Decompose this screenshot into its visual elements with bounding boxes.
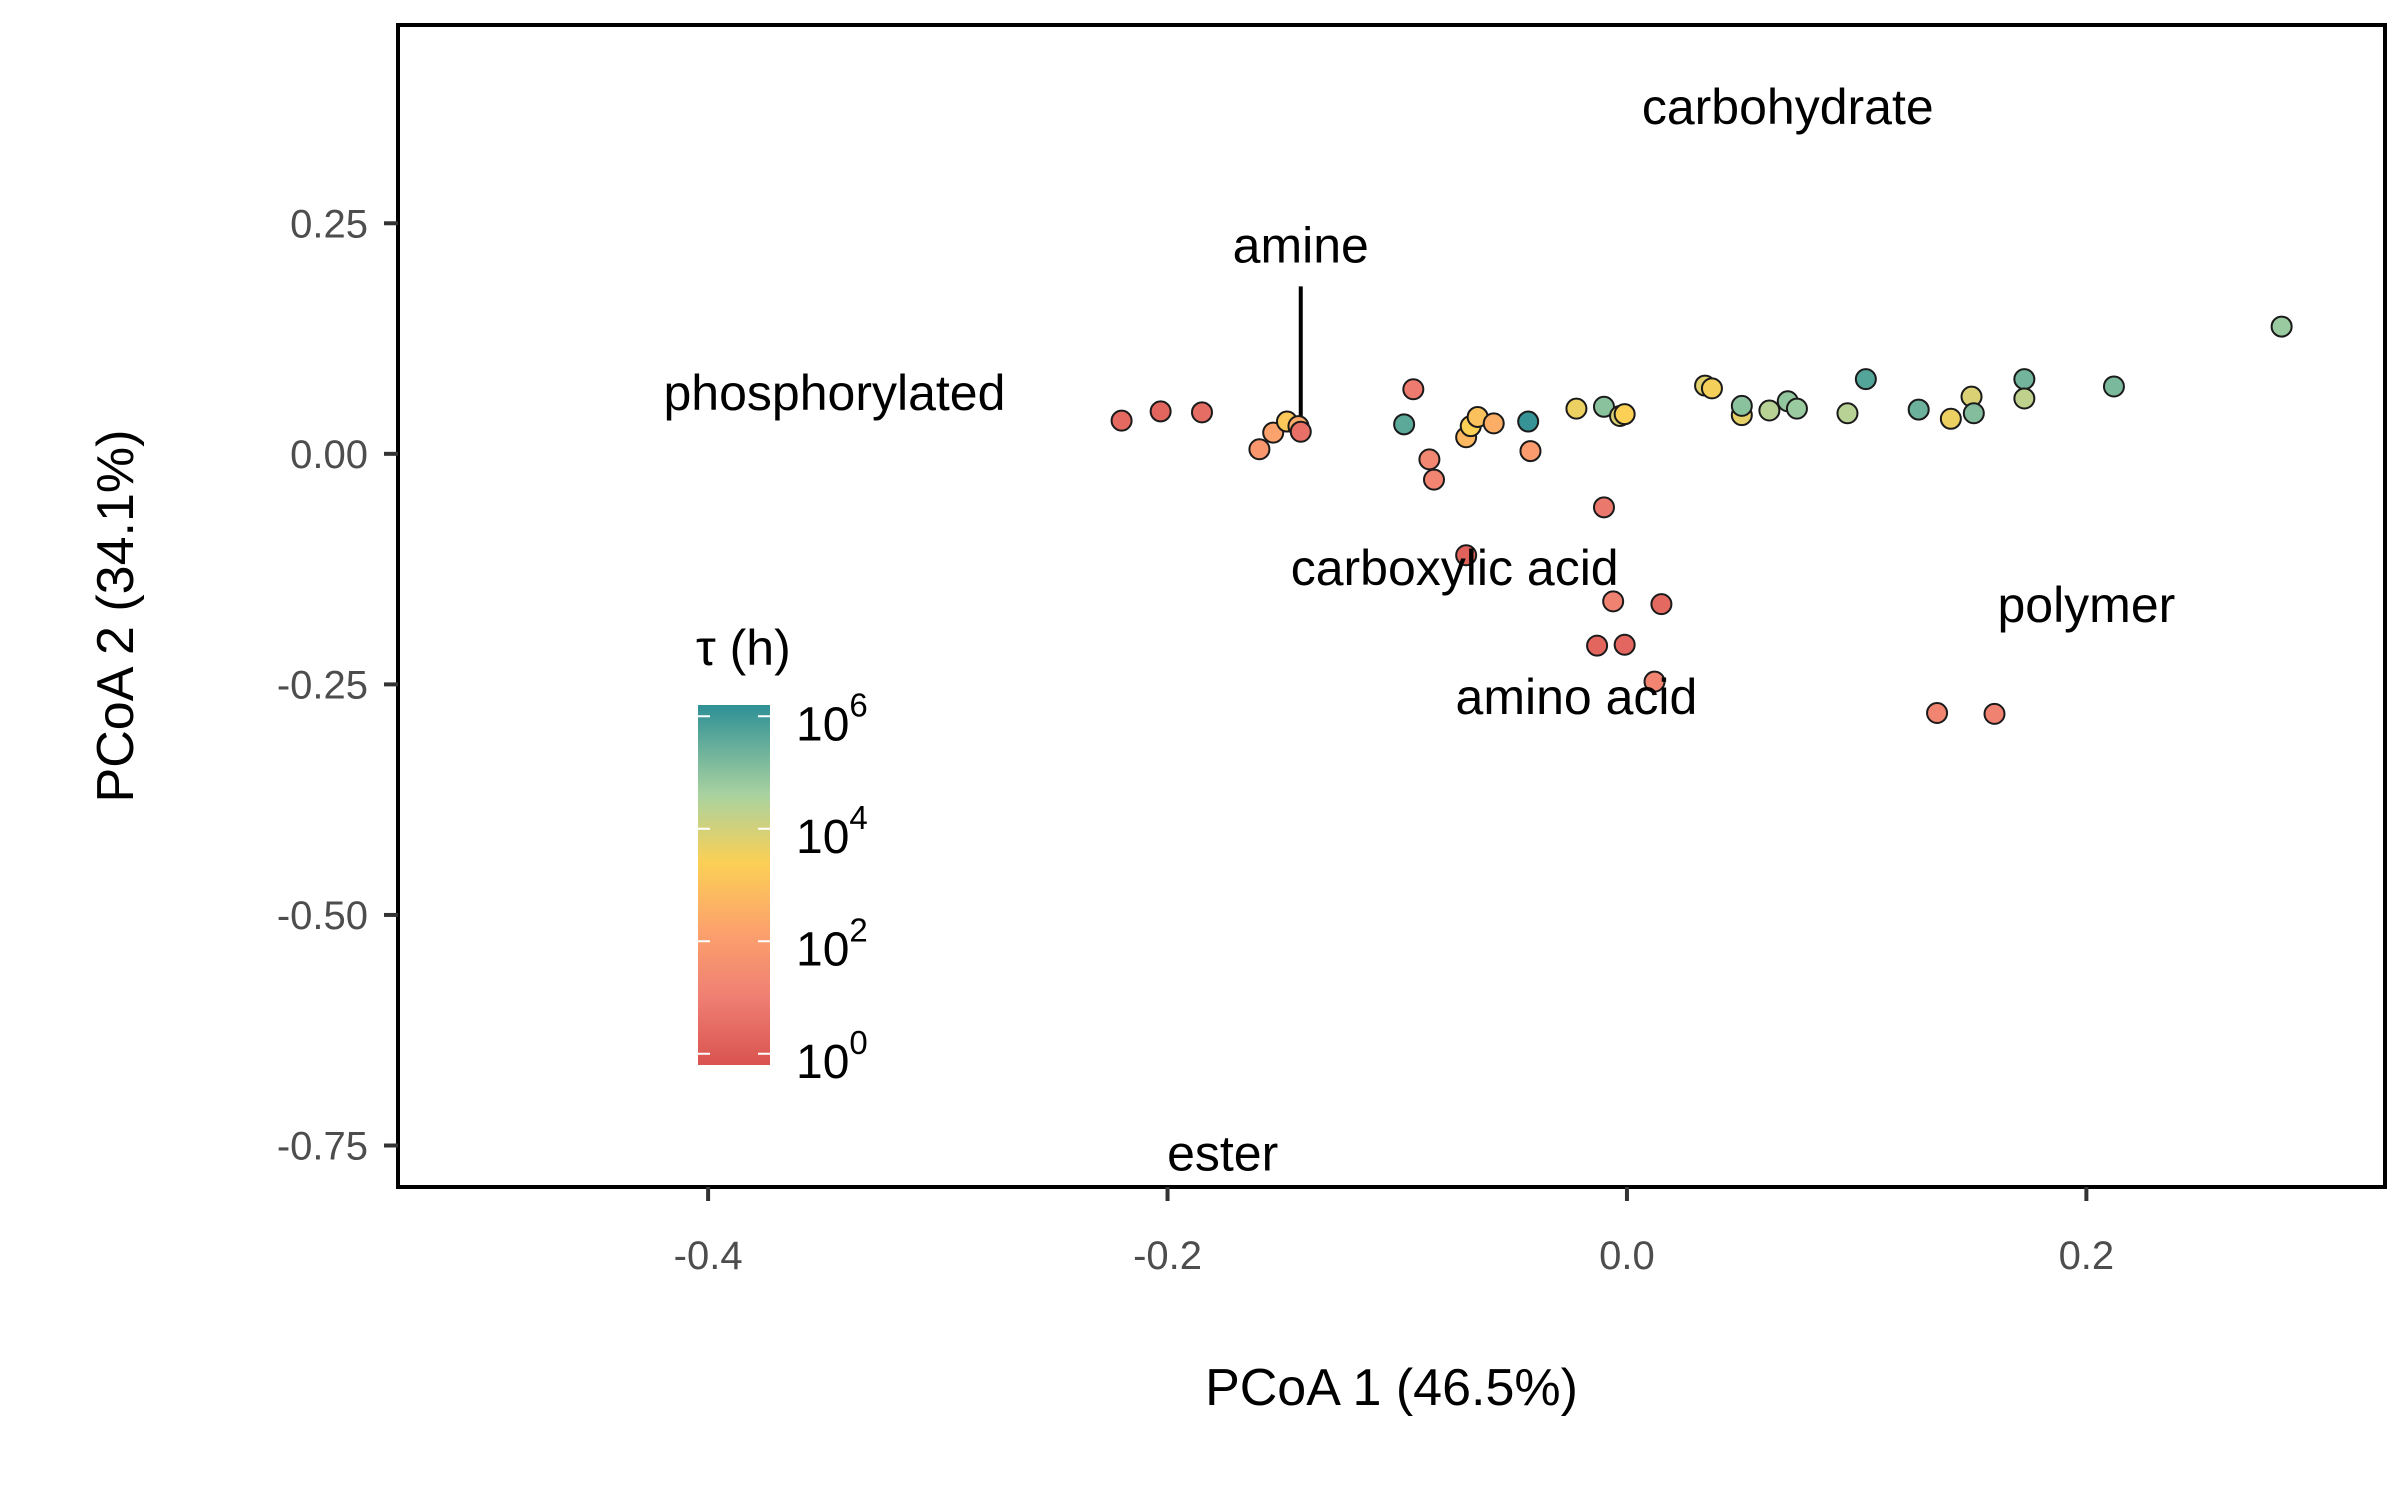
data-point xyxy=(1854,368,1877,391)
colorbar-tick-base: 10 xyxy=(796,811,849,864)
data-point xyxy=(1402,378,1425,401)
colorbar-tick-label: 104 xyxy=(796,799,868,864)
data-point xyxy=(1613,633,1636,656)
data-point xyxy=(1393,413,1416,436)
annotation-label: carboxylic acid xyxy=(1291,540,1619,596)
y-tick-label: -0.50 xyxy=(277,894,368,938)
colorbar-title: τ (h) xyxy=(696,620,791,676)
annotation-label: ester xyxy=(1167,1126,1278,1182)
data-point xyxy=(1248,438,1271,461)
annotation-label: amine xyxy=(1233,217,1369,273)
data-point xyxy=(1517,410,1540,433)
x-axis-title: PCoA 1 (46.5%) xyxy=(1205,1359,1578,1417)
colorbar-tick-base: 10 xyxy=(796,698,849,751)
x-tick-label: -0.4 xyxy=(674,1234,743,1278)
colorbar-tick-exponent: 6 xyxy=(849,686,867,723)
data-point xyxy=(1730,394,1753,417)
colorbar-gradient xyxy=(698,705,770,1065)
data-point xyxy=(1592,395,1615,418)
annotation-label: amino acid xyxy=(1456,669,1698,725)
data-point xyxy=(1592,496,1615,519)
data-point xyxy=(1650,593,1673,616)
data-point xyxy=(2013,368,2036,391)
data-point xyxy=(1758,399,1781,422)
data-point xyxy=(1613,403,1636,426)
y-tick-label: 0.25 xyxy=(290,202,368,246)
data-point xyxy=(1149,400,1172,423)
colorbar-tick-exponent: 0 xyxy=(849,1024,867,1061)
colorbar-tick-label: 102 xyxy=(796,911,868,976)
x-tick-label: -0.2 xyxy=(1133,1234,1202,1278)
data-point xyxy=(1926,701,1949,724)
data-point xyxy=(1785,397,1808,420)
data-point xyxy=(1907,398,1930,421)
data-point xyxy=(2102,375,2125,398)
data-point xyxy=(1643,670,1666,693)
annotation-label: phosphorylated xyxy=(663,365,1005,421)
annotation-label: carbohydrate xyxy=(1642,79,1934,135)
data-point xyxy=(1586,634,1609,657)
data-point xyxy=(1602,590,1625,613)
colorbar-tick-label: 100 xyxy=(796,1024,868,1089)
data-point xyxy=(1418,448,1441,471)
y-tick-label: -0.25 xyxy=(277,663,368,707)
x-tick-label: 0.0 xyxy=(1599,1234,1655,1278)
data-point xyxy=(1962,402,1985,425)
y-tick-label: 0.00 xyxy=(290,433,368,477)
data-point xyxy=(1983,702,2006,725)
y-axis-title: PCoA 2 (34.1%) xyxy=(87,430,145,803)
y-tick-label: -0.75 xyxy=(277,1125,368,1169)
data-point xyxy=(1422,468,1445,491)
data-point xyxy=(1110,409,1133,432)
colorbar-tick-base: 10 xyxy=(796,923,849,976)
x-tick-label: 0.2 xyxy=(2059,1234,2115,1278)
data-point xyxy=(1700,377,1723,400)
data-point xyxy=(1190,401,1213,424)
data-point xyxy=(1482,412,1505,435)
axes: -0.4 -0.2 0.0 0.2 0.25 0.00 -0.25 -0.50 -0.75 xyxy=(277,202,2114,1278)
data-point xyxy=(1289,420,1312,443)
colorbar-tick-exponent: 4 xyxy=(849,799,867,836)
colorbar-tick-exponent: 2 xyxy=(849,911,867,948)
plot-panel-border xyxy=(396,23,2387,1189)
data-point xyxy=(2270,315,2293,338)
data-point xyxy=(1836,402,1859,425)
colorbar-tick-label: 106 xyxy=(796,686,868,751)
annotation-layer: carbohydrate amine phosphorylated carboxyli… xyxy=(663,79,2175,1182)
data-point xyxy=(1939,407,1962,430)
points-layer xyxy=(1110,315,2293,725)
data-point xyxy=(1455,544,1478,567)
colorbar-tick-base: 10 xyxy=(796,1036,849,1089)
data-point xyxy=(1565,397,1588,420)
annotation-label: polymer xyxy=(1997,577,2175,633)
data-point xyxy=(2013,387,2036,410)
data-point xyxy=(1519,440,1542,463)
